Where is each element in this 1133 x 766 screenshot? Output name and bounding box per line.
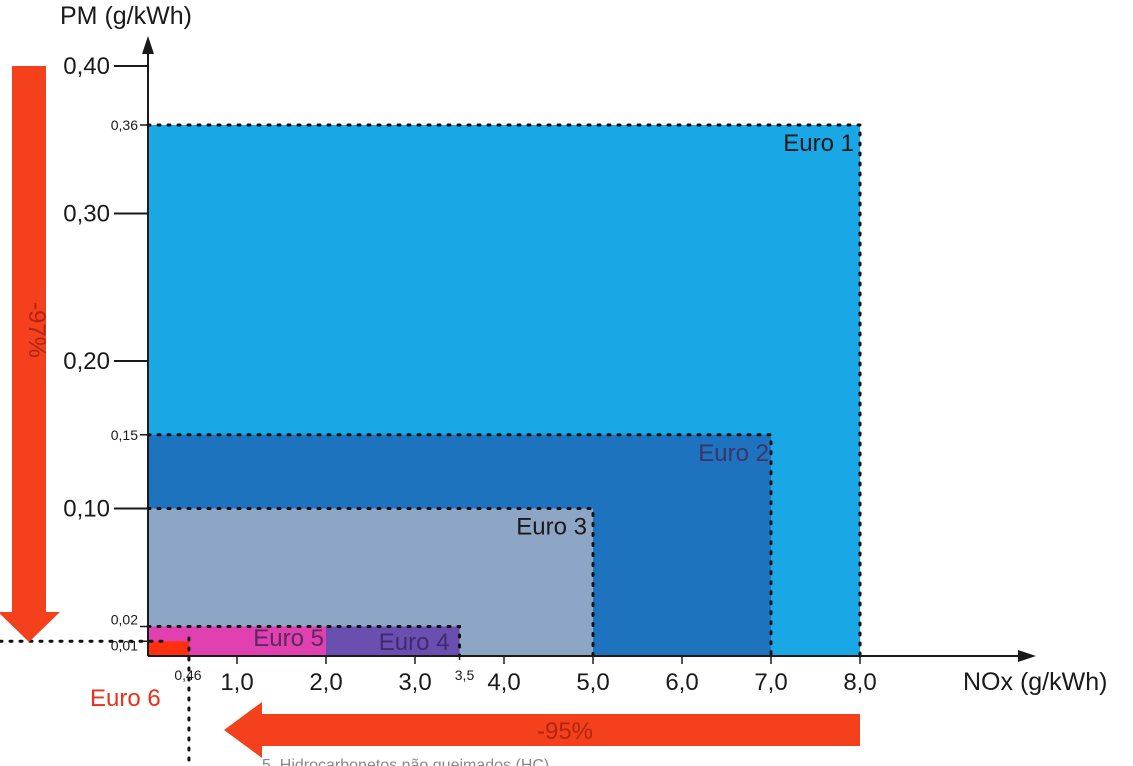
euro-3-boundary bbox=[146, 507, 595, 658]
euro-6-region bbox=[148, 641, 189, 656]
y-tick-label: 0,40 bbox=[63, 53, 110, 80]
x-axis-arrowhead bbox=[1018, 650, 1036, 662]
nox-reduction-arrow: -95% bbox=[224, 702, 860, 758]
euro-2-boundary bbox=[146, 433, 773, 658]
labels-layer: Euro 1 Euro 2 Euro 3 Euro 4 Euro 5 Euro 6 bbox=[90, 130, 854, 712]
euro-4-boundary bbox=[146, 625, 461, 658]
y-tick-label: 0,10 bbox=[63, 496, 110, 523]
ticks-layer: 0,01 0,02 0,10 0,15 0,20 0,30 0,36 0,40 0,46 1,0 2… bbox=[63, 53, 876, 696]
x-tick-label: 1,0 bbox=[220, 669, 253, 696]
x-tick-label: 3,5 bbox=[455, 667, 475, 683]
y-tick-label: 0,02 bbox=[111, 612, 138, 628]
euro-3-label: Euro 3 bbox=[516, 514, 587, 541]
x-tick-label: 7,0 bbox=[754, 669, 787, 696]
nox-reduction-arrow-shape bbox=[224, 702, 860, 758]
regions-layer bbox=[148, 125, 860, 656]
x-tick-label: 0,46 bbox=[174, 667, 201, 683]
y-axis-title: PM (g/kWh) bbox=[60, 2, 192, 30]
x-tick-label: 6,0 bbox=[665, 669, 698, 696]
y-axis-arrowhead bbox=[142, 36, 154, 54]
euro-5-label: Euro 5 bbox=[253, 625, 324, 652]
euro-6-label: Euro 6 bbox=[90, 685, 161, 712]
y-tick-label: 0,15 bbox=[111, 427, 138, 443]
euro-4-label: Euro 4 bbox=[379, 629, 450, 656]
y-tick-label: 0,20 bbox=[63, 348, 110, 375]
x-tick-label: 2,0 bbox=[309, 669, 342, 696]
pm-reduction-label: -97% bbox=[23, 302, 50, 358]
x-tick-label: 3,0 bbox=[398, 669, 431, 696]
nox-reduction-label: -95% bbox=[537, 718, 593, 745]
pm-reduction-arrow: -97% bbox=[0, 66, 60, 642]
x-tick-label: 5,0 bbox=[576, 669, 609, 696]
y-tick-label: 0,36 bbox=[111, 117, 138, 133]
euro-2-label: Euro 2 bbox=[698, 440, 769, 467]
footer-text: 5. Hidrocarbonetos não queimados (HC) bbox=[262, 757, 549, 766]
euro-1-boundary bbox=[146, 123, 862, 658]
x-tick-label: 4,0 bbox=[487, 669, 520, 696]
pm-reduction-arrow-shape bbox=[0, 66, 60, 642]
x-axis-title: NOx (g/kWh) bbox=[963, 668, 1107, 696]
x-tick-label: 8,0 bbox=[843, 669, 876, 696]
axes-layer bbox=[142, 36, 1036, 662]
euro-1-label: Euro 1 bbox=[783, 130, 854, 157]
y-tick-label: 0,30 bbox=[63, 201, 110, 228]
y-tick-label: 0,01 bbox=[111, 637, 138, 653]
